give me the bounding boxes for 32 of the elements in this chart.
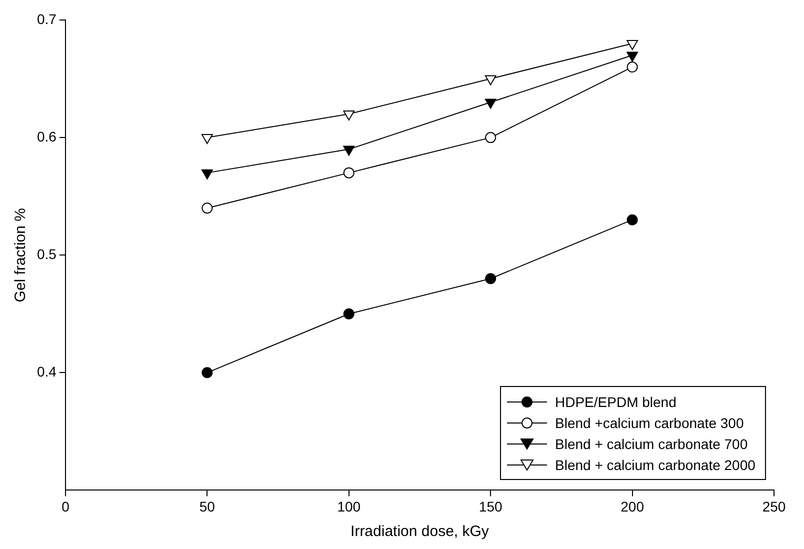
point: [626, 62, 638, 73]
point: [626, 52, 638, 62]
y-tick-label: 0.7: [36, 10, 57, 27]
point: [343, 308, 354, 320]
point: [201, 169, 213, 180]
x-tick-label: 0: [62, 498, 70, 514]
point: [484, 98, 496, 109]
y-axis-title: Gel fraction %: [12, 208, 30, 302]
x-tick-label: 100: [337, 498, 361, 514]
point: [626, 40, 638, 50]
point: [343, 110, 355, 121]
legend-label: Blend + calcium carbonate 2000: [555, 456, 756, 473]
point: [626, 214, 638, 226]
legend-label: Blend + calcium carbonate 700: [555, 436, 748, 452]
y-tick-label: 0.5: [36, 246, 57, 262]
point: [202, 202, 213, 214]
legend-label: HDPE/EPDM blend: [555, 394, 676, 410]
legend-label: Blend +calcium carbonate 300: [555, 414, 744, 431]
x-tick-label: 150: [478, 498, 502, 514]
point: [485, 273, 496, 284]
x-tick-label: 200: [620, 498, 644, 514]
point: [485, 132, 496, 144]
y-tick-label: 0.4: [36, 364, 57, 380]
x-tick-label: 50: [199, 498, 216, 514]
point: [484, 75, 496, 86]
point: [201, 134, 213, 144]
point: [343, 167, 354, 178]
x-tick-label: 250: [762, 498, 786, 514]
point: [202, 367, 213, 378]
y-tick-label: 0.6: [36, 128, 57, 144]
x-axis-title: Irradiation dose, kGy: [350, 523, 490, 540]
point: [343, 146, 355, 156]
